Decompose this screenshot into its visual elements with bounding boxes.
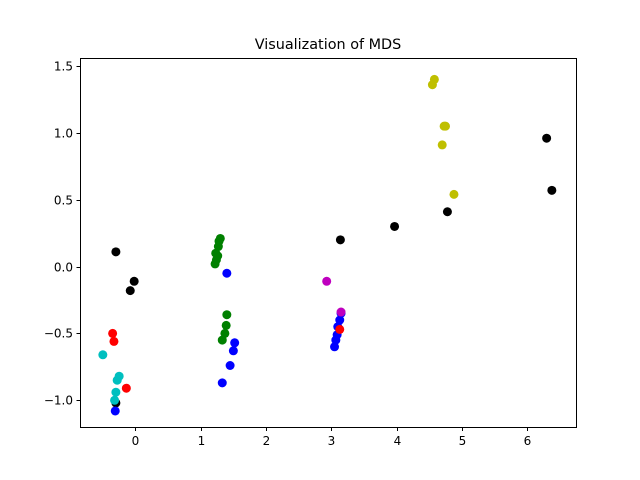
x-tick-label: 1 [198, 434, 206, 448]
data-point [322, 276, 332, 286]
data-point [228, 346, 238, 356]
data-point [222, 268, 232, 278]
data-point [330, 342, 340, 352]
data-point [129, 276, 139, 286]
x-tick-label: 5 [459, 434, 467, 448]
x-tick-label: 3 [328, 434, 336, 448]
y-tick-label: 0.5 [54, 194, 73, 208]
data-point [336, 307, 346, 317]
y-tick-label: −1.0 [44, 394, 73, 408]
data-point [335, 324, 345, 334]
y-tick-label: 0.0 [54, 261, 73, 275]
data-point [437, 140, 447, 150]
data-point [221, 320, 231, 330]
data-point [222, 310, 232, 320]
data-point [542, 133, 552, 143]
y-tick-label: −0.5 [44, 327, 73, 341]
data-point [217, 378, 227, 388]
data-point [547, 185, 557, 195]
data-point [442, 207, 452, 217]
data-point [112, 375, 122, 385]
y-tick-label: 1.5 [54, 60, 73, 74]
x-tick-label: 2 [263, 434, 271, 448]
data-point [217, 335, 227, 345]
data-point [230, 338, 240, 348]
y-tick-label: 1.0 [54, 127, 73, 141]
data-point [125, 286, 135, 296]
data-point [390, 221, 400, 231]
x-tick-label: 0 [132, 434, 140, 448]
data-point [110, 406, 120, 416]
data-point [98, 350, 108, 360]
data-point [108, 328, 118, 338]
data-point [449, 189, 459, 199]
data-point [210, 259, 220, 269]
data-points-layer [98, 74, 557, 416]
chart-title: Visualization of MDS [255, 37, 402, 53]
data-point [440, 121, 450, 131]
x-axis-ticks: 0 1 2 3 4 5 6 [132, 427, 532, 448]
data-point [111, 387, 121, 397]
y-axis-ticks: −1.0 −0.5 0.0 0.5 1.0 1.5 [44, 60, 81, 408]
axes-layer [80, 58, 577, 428]
data-point [225, 361, 235, 370]
data-point [111, 247, 121, 257]
x-tick-label: 6 [524, 434, 532, 448]
x-tick-label: 4 [394, 434, 402, 448]
data-point [331, 335, 341, 345]
data-point [427, 80, 437, 90]
data-point [335, 235, 345, 245]
data-point [110, 395, 120, 405]
plot-frame [80, 58, 577, 428]
data-point [121, 383, 131, 393]
data-point [109, 336, 119, 346]
